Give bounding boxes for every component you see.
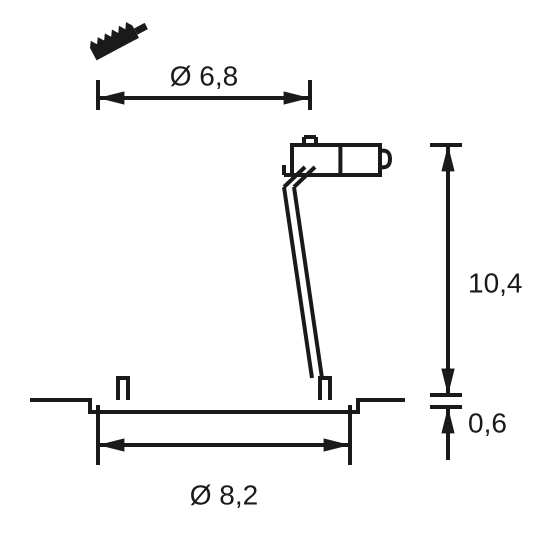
label-height: 10,4 <box>468 267 523 298</box>
dimension-diagram: Ø 6,8 Ø 8,2 10,4 0,6 <box>0 0 540 540</box>
label-cut-diameter: Ø 6,8 <box>170 60 238 91</box>
label-outer-diameter: Ø 8,2 <box>190 479 258 510</box>
label-lip: 0,6 <box>468 407 507 438</box>
